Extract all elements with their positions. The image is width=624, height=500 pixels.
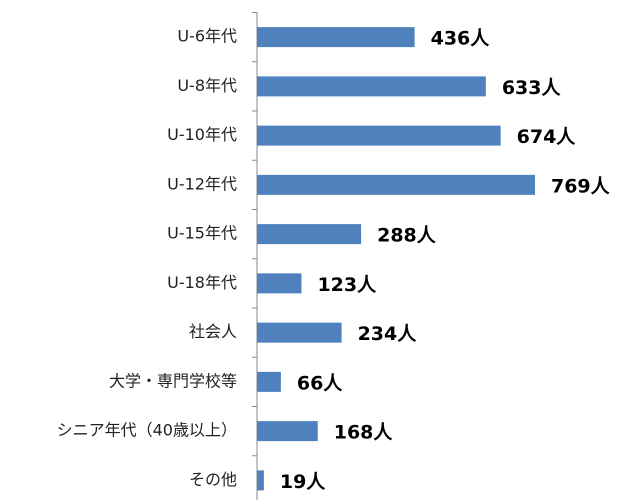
data-label: 234人 (358, 323, 418, 345)
category-label: 大学・専門学校等 (109, 371, 237, 390)
data-label: 123人 (317, 274, 377, 296)
data-label: 66人 (297, 372, 343, 394)
data-label: 288人 (377, 225, 437, 247)
category-label: 社会人 (189, 322, 237, 341)
data-label: 168人 (334, 422, 394, 444)
bar (257, 224, 362, 245)
bar (257, 27, 415, 48)
data-label: 633人 (502, 77, 562, 99)
bar (257, 125, 501, 146)
category-label: U-10年代 (167, 125, 237, 144)
bar (257, 421, 318, 442)
bar (257, 371, 281, 392)
category-label: U-18年代 (167, 273, 237, 292)
category-label: U-12年代 (167, 174, 237, 193)
category-label: その他 (189, 470, 237, 489)
bar (257, 174, 535, 195)
category-label: U-8年代 (177, 76, 237, 95)
category-label: U-15年代 (167, 224, 237, 243)
data-label: 19人 (280, 471, 326, 493)
category-label: シニア年代（40歳以上） (57, 421, 237, 440)
data-label: 674人 (517, 126, 577, 148)
category-label: U-6年代 (177, 27, 237, 46)
data-label: 769人 (551, 175, 611, 197)
bar (257, 322, 342, 343)
data-label: 436人 (431, 28, 491, 50)
bar (257, 76, 486, 97)
bar (257, 470, 264, 491)
bar (257, 273, 302, 294)
